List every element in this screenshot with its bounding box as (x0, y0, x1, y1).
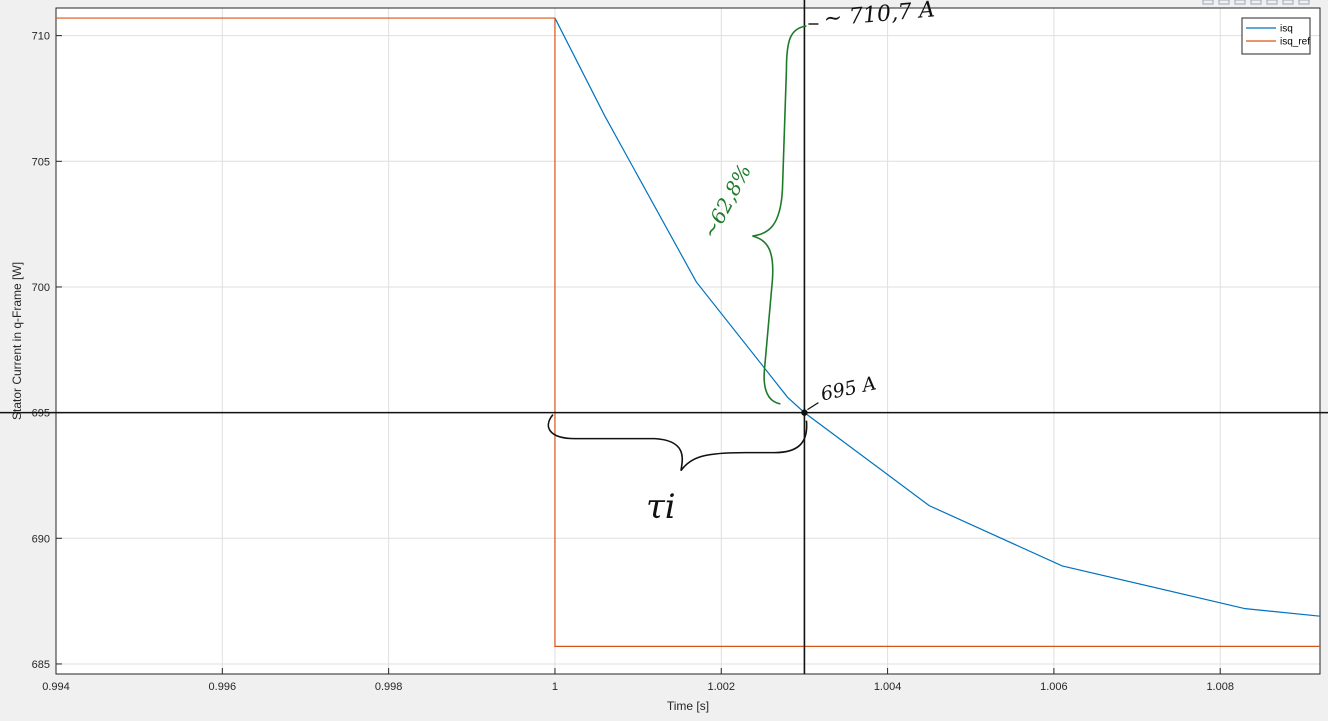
legend-label: isq (1280, 24, 1293, 35)
x-axis-title: Time [s] (667, 699, 709, 713)
legend-box (1241, 17, 1311, 55)
plot-area (56, 8, 1320, 674)
y-tick-label: 685 (32, 659, 50, 671)
zoom-out-icon[interactable] (1282, 0, 1294, 5)
annotation-marker (801, 409, 808, 416)
x-tick-label: 1.006 (1040, 681, 1068, 693)
zoom-in-icon[interactable] (1266, 0, 1278, 5)
export-icon[interactable] (1202, 0, 1214, 5)
annotation-black-brace (547, 414, 808, 472)
x-tick-label: 0.994 (42, 681, 70, 693)
pan-icon[interactable] (1250, 0, 1262, 5)
x-tick-label: 1 (552, 681, 558, 693)
x-tick-label: 1.004 (874, 681, 902, 693)
x-tick-label: 1.002 (707, 681, 735, 693)
y-axis-title: Stator Current in q-Frame [W] (10, 262, 24, 420)
series-line-isq-ref (56, 17, 1320, 647)
x-tick-label: 1.008 (1206, 681, 1234, 693)
brush-icon[interactable] (1218, 0, 1230, 5)
datatip-icon[interactable] (1234, 0, 1246, 5)
x-tick-label: 0.996 (209, 681, 237, 693)
axes-frame (55, 7, 1321, 675)
annotation-green-brace (752, 25, 807, 405)
legend-label: isq_ref (1280, 37, 1310, 48)
y-tick-label: 710 (32, 31, 50, 43)
y-tick-label: 690 (32, 533, 50, 545)
x-tick-label: 0.998 (375, 681, 403, 693)
annotation-point-tick (807, 402, 819, 411)
y-tick-label: 695 (32, 408, 50, 420)
home-icon[interactable] (1298, 0, 1310, 5)
y-tick-label: 700 (32, 282, 50, 294)
y-tick-label: 705 (32, 156, 50, 168)
annotation-label-tau: τi (646, 487, 676, 527)
